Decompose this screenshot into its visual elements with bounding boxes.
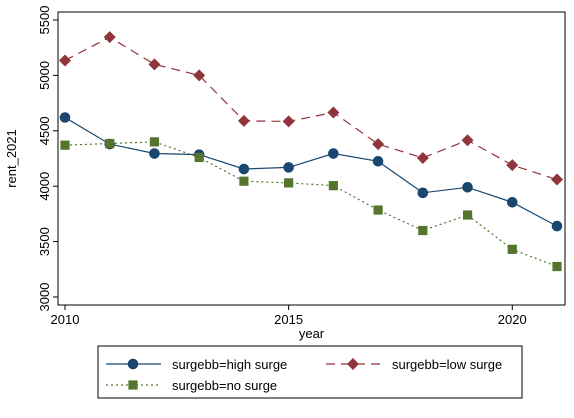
series-low-surge xyxy=(59,31,563,186)
series-line-low-surge xyxy=(64,36,558,181)
legend-item-no-surge: surgebb=no surge xyxy=(106,378,277,393)
data-point-no-surge xyxy=(462,210,473,220)
data-point-no-surge xyxy=(373,205,383,215)
data-point-low-surge xyxy=(103,31,116,44)
data-point-high-surge xyxy=(462,182,473,193)
data-point-high-surge xyxy=(372,155,384,167)
x-tick-label: 2015 xyxy=(274,312,303,327)
data-point-no-surge xyxy=(239,176,249,186)
data-point-no-surge xyxy=(194,152,204,162)
legend-label: surgebb=high surge xyxy=(172,357,287,372)
data-point-high-surge xyxy=(417,187,429,199)
x-axis-title: year xyxy=(299,326,325,341)
plot-area xyxy=(59,31,563,272)
data-point-low-surge xyxy=(372,138,385,151)
legend-item-low-surge: surgebb=low surge xyxy=(326,357,502,372)
data-point-no-surge xyxy=(149,137,160,147)
plot-frame xyxy=(57,11,566,306)
data-point-high-surge xyxy=(551,220,563,232)
legend-box xyxy=(97,345,523,399)
axes: 3000 3500 4000 4500 5000 5500 2010 2015 2020 xyxy=(37,6,566,327)
data-point-high-surge xyxy=(149,148,160,159)
data-point-no-surge xyxy=(418,225,428,236)
data-point-low-surge xyxy=(551,173,563,186)
data-point-low-surge xyxy=(416,151,429,164)
legend-swatch-marker xyxy=(347,358,359,370)
y-tick-label: 5000 xyxy=(37,61,52,90)
series-no-surge xyxy=(60,137,562,272)
y-tick-label: 3500 xyxy=(37,227,52,256)
data-point-low-surge xyxy=(148,58,161,71)
y-tick-label: 3000 xyxy=(37,283,52,312)
data-point-low-surge xyxy=(193,69,206,82)
data-point-no-surge xyxy=(105,138,115,149)
data-point-low-surge xyxy=(282,115,295,128)
data-point-low-surge xyxy=(461,134,474,147)
data-point-low-surge xyxy=(327,106,340,119)
legend-item-high-surge: surgebb=high surge xyxy=(106,357,287,372)
y-tick-label: 5500 xyxy=(37,6,52,35)
x-tick-label: 2020 xyxy=(498,312,527,327)
legend-label: surgebb=low surge xyxy=(392,357,502,372)
data-point-high-surge xyxy=(506,196,518,208)
data-point-high-surge xyxy=(59,112,71,123)
data-point-no-surge xyxy=(284,178,294,188)
data-point-low-surge xyxy=(59,54,71,67)
legend: surgebb=high surge surgebb=low surge sur… xyxy=(97,345,523,399)
data-point-no-surge xyxy=(507,244,517,254)
data-point-high-surge xyxy=(238,163,250,175)
data-point-no-surge xyxy=(328,181,338,191)
data-point-no-surge xyxy=(552,261,562,272)
data-point-high-surge xyxy=(283,162,294,173)
data-point-no-surge xyxy=(60,140,70,150)
legend-label: surgebb=no surge xyxy=(172,378,277,393)
data-point-high-surge xyxy=(328,148,339,159)
y-tick-label: 4000 xyxy=(37,172,52,201)
legend-swatch-marker xyxy=(127,358,139,370)
data-point-low-surge xyxy=(506,159,519,172)
legend-swatch-marker xyxy=(128,380,138,390)
y-tick-label: 4500 xyxy=(37,116,52,145)
data-point-low-surge xyxy=(237,114,250,127)
series-high-surge xyxy=(59,112,563,232)
y-axis-title: rent_2021 xyxy=(4,129,19,188)
series-line-high-surge xyxy=(64,116,558,227)
x-tick-label: 2010 xyxy=(51,312,80,327)
